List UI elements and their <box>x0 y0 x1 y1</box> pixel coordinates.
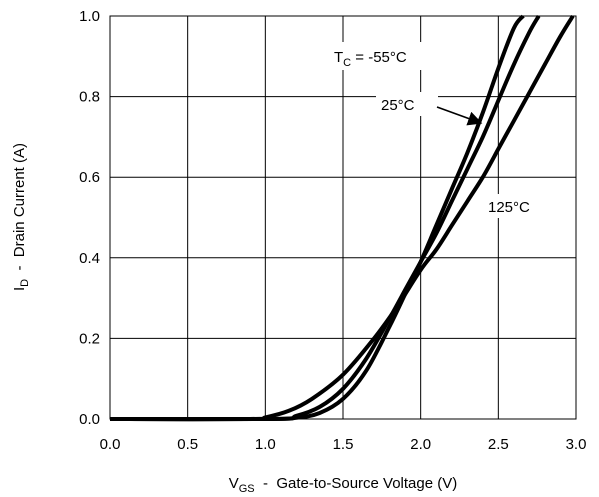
y-tick-label: 0.0 <box>79 411 100 428</box>
y-tick-label: 0.2 <box>79 330 100 347</box>
series-label-125c: 125°C <box>488 199 530 216</box>
series-line-m55 <box>109 14 525 422</box>
series-annotations: TC = -55°C 25°C 125°C <box>328 42 546 218</box>
curves <box>109 14 575 422</box>
x-tick-label: 0.5 <box>177 436 198 453</box>
series-label-tc-minus-55: TC = -55°C <box>334 49 407 69</box>
x-tick-label: 1.5 <box>333 436 354 453</box>
x-tick-label: 2.5 <box>488 436 509 453</box>
y-tick-label: 1.0 <box>79 8 100 25</box>
x-tick-label: 3.0 <box>566 436 587 453</box>
x-axis-label: VGS - Gate-to-Source Voltage (V) <box>229 475 458 495</box>
x-tick-label: 0.0 <box>100 436 121 453</box>
y-tick-labels: 0.0 0.2 0.4 0.6 0.8 1.0 <box>79 8 100 428</box>
plot-frame <box>109 15 577 420</box>
series-line-25 <box>109 15 541 422</box>
y-axis-label: ID - Drain Current (A) <box>11 143 31 291</box>
annotation-arrow <box>436 106 483 126</box>
x-tick-labels: 0.0 0.5 1.0 1.5 2.0 2.5 3.0 <box>100 436 587 453</box>
y-tick-label: 0.6 <box>79 169 100 186</box>
x-tick-label: 2.0 <box>410 436 431 453</box>
series-label-25c: 25°C <box>381 97 415 114</box>
series-line-125 <box>109 14 575 422</box>
x-tick-label: 1.0 <box>255 436 276 453</box>
y-tick-label: 0.8 <box>79 89 100 106</box>
y-tick-label: 0.4 <box>79 250 100 267</box>
